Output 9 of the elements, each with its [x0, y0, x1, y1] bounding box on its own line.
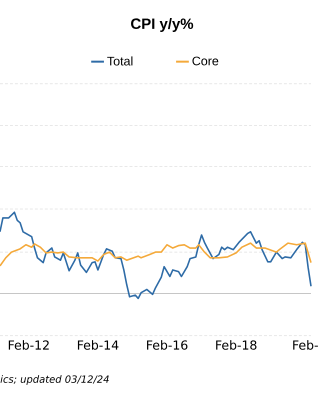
x-tick-label: Feb-: [293, 340, 318, 350]
x-tick-label: Feb-16: [147, 340, 188, 350]
legend-label: Core: [192, 56, 218, 66]
text: ics; updated 03/12/24: [0, 375, 109, 385]
x-tick-label: Feb-12: [8, 340, 49, 350]
chart-title: CPI y/y%: [131, 18, 194, 32]
legend-label: Total: [107, 56, 132, 66]
x-tick-label: Feb-18: [216, 340, 256, 350]
x-tick-label: Feb-14: [78, 340, 118, 350]
